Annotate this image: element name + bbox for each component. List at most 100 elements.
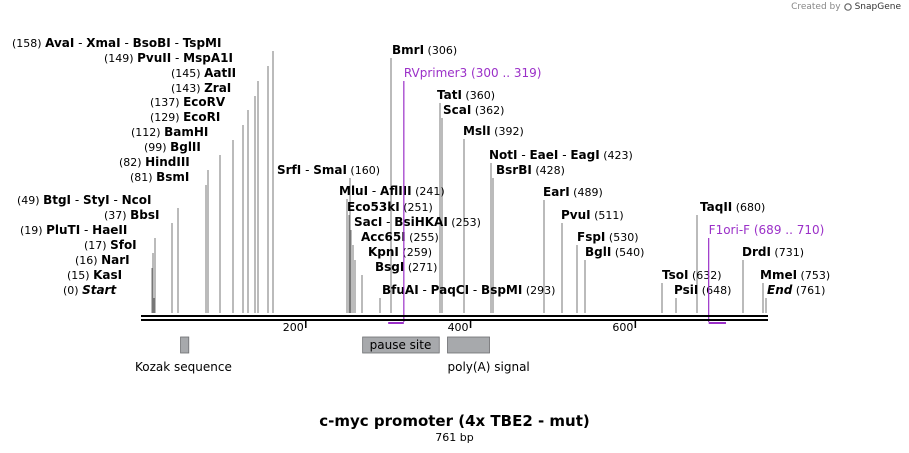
enzyme-name: HaeII [92,223,127,237]
enzyme-name: SmaI [313,163,347,177]
dna-backbone [141,315,768,321]
enzyme-label-bgli: BglI (540) [585,245,644,259]
site-position: (271) [404,261,437,274]
separator: - [382,215,394,229]
site-position: (37) [104,209,130,222]
enzyme-name: End [767,283,793,297]
enzyme-name: DrdI [742,245,771,259]
enzyme-label-saci: SacI - BsiHKAI (253) [354,215,481,229]
enzyme-label-bsgi: BsgI (271) [375,260,437,274]
separator: - [171,36,183,50]
site-position: (253) [448,216,481,229]
construct-title: c-myc promoter (4x TBE2 - mut) [319,412,590,430]
enzyme-name: SacI [354,215,382,229]
enzyme-name: MspA1I [183,51,233,65]
enzyme-name: BspMI [481,283,522,297]
credit-brand: SnapGene [854,2,901,12]
site-position: (306) [424,44,457,57]
site-position: (753) [797,269,830,282]
site-position: (511) [591,209,624,222]
primer-label-f1ori-f: F1ori-F (689 .. 710) [709,223,825,237]
label-leader-lines [151,51,767,313]
site-position: (112) [131,126,164,139]
site-position: (0) [63,284,82,297]
enzyme-label-kasi: (15) KasI [67,268,122,282]
enzyme-name: BsmI [156,170,189,184]
enzyme-name: SfoI [110,238,137,252]
separator: - [121,36,133,50]
enzyme-name: BsrBI [496,163,532,177]
enzyme-label-ecori: (129) EcoRI [150,110,220,124]
site-position: (259) [399,246,432,259]
site-position: (293) [522,284,555,297]
site-position: (81) [130,171,156,184]
separator: - [469,283,481,297]
site-position: (241) [412,185,445,198]
enzyme-label-nari: (16) NarI [75,253,130,267]
enzyme-name: PvuII [137,51,171,65]
features: Kozak sequence pause site poly(A) signal [135,336,530,374]
enzyme-name: PluTI [46,223,80,237]
site-position: (731) [771,246,804,259]
enzyme-name: PsiI [674,283,698,297]
enzyme-label-pluti: (19) PluTI - HaeII [20,223,127,237]
site-position: (540) [611,246,644,259]
separator: - [558,148,570,162]
enzyme-label-aatii: (145) AatII [171,66,236,80]
credit: Created by SnapGene [791,2,901,12]
primers: RVprimer3 (300 .. 319) F1ori-F (689 .. 71… [388,66,825,324]
snapgene-logo-icon [843,3,852,11]
enzyme-name: MmeI [760,268,797,282]
enzyme-name: BsoBI [133,36,171,50]
enzyme-label-bglii: (99) BglII [144,140,201,154]
separator: - [171,51,183,65]
enzyme-label-eco53ki: Eco53kI (251) [347,200,433,214]
site-position: (82) [119,156,145,169]
enzyme-name: Start [82,283,117,297]
enzyme-name: BsiHKAI [394,215,448,229]
enzyme-label-pvuii: (149) PvuII - MspA1I [104,51,233,65]
enzyme-label-bfuai: BfuAI - PaqCI - BspMI (293) [382,283,555,297]
separator: - [71,193,83,207]
separator: - [74,36,86,50]
enzyme-label-taqii: TaqII (680) [700,200,765,214]
enzyme-name: AflIII [380,184,412,198]
separator: - [419,283,431,297]
enzyme-label-bamhi: (112) BamHI [131,125,208,139]
enzyme-name: KpnI [368,245,399,259]
enzyme-labels: (158) AvaI - XmaI - BsoBI - TspMI(149) P… [12,36,830,297]
site-position: (158) [12,37,45,50]
enzyme-name: SrfI [277,163,301,177]
site-position: (428) [532,164,565,177]
enzyme-label-bmri: BmrI (306) [392,43,457,57]
site-position: (16) [75,254,101,267]
enzyme-name: BbsI [130,208,159,222]
enzyme-label-hindiii: (82) HindIII [119,155,190,169]
enzyme-label-kpni: KpnI (259) [368,245,432,259]
enzyme-name: PaqCI [431,283,469,297]
credit-prefix: Created by [791,2,841,12]
site-position: (145) [171,67,204,80]
enzyme-name: Acc65I [361,230,406,244]
site-position: (530) [605,231,638,244]
enzyme-name: ZraI [204,81,231,95]
separator: - [518,148,530,162]
enzyme-label-mmei: MmeI (753) [760,268,830,282]
site-position: (137) [150,96,183,109]
enzyme-name: EagI [570,148,599,162]
site-position: (160) [347,164,380,177]
enzyme-label-scai: ScaI (362) [443,103,504,117]
site-position: (392) [491,125,524,138]
feature-poly-a-signal [447,336,490,354]
feature-label-poly-a-signal: poly(A) signal [447,360,529,374]
enzyme-label-ecorv: (137) EcoRV [150,95,226,109]
site-position: (648) [698,284,731,297]
enzyme-label-fspi: FspI (530) [577,230,638,244]
enzyme-name: XmaI [86,36,120,50]
enzyme-name: TsoI [662,268,688,282]
separator: - [110,193,122,207]
site-position: (255) [406,231,439,244]
site-position: (489) [570,186,603,199]
feature-label-pause-site: pause site [370,338,432,352]
